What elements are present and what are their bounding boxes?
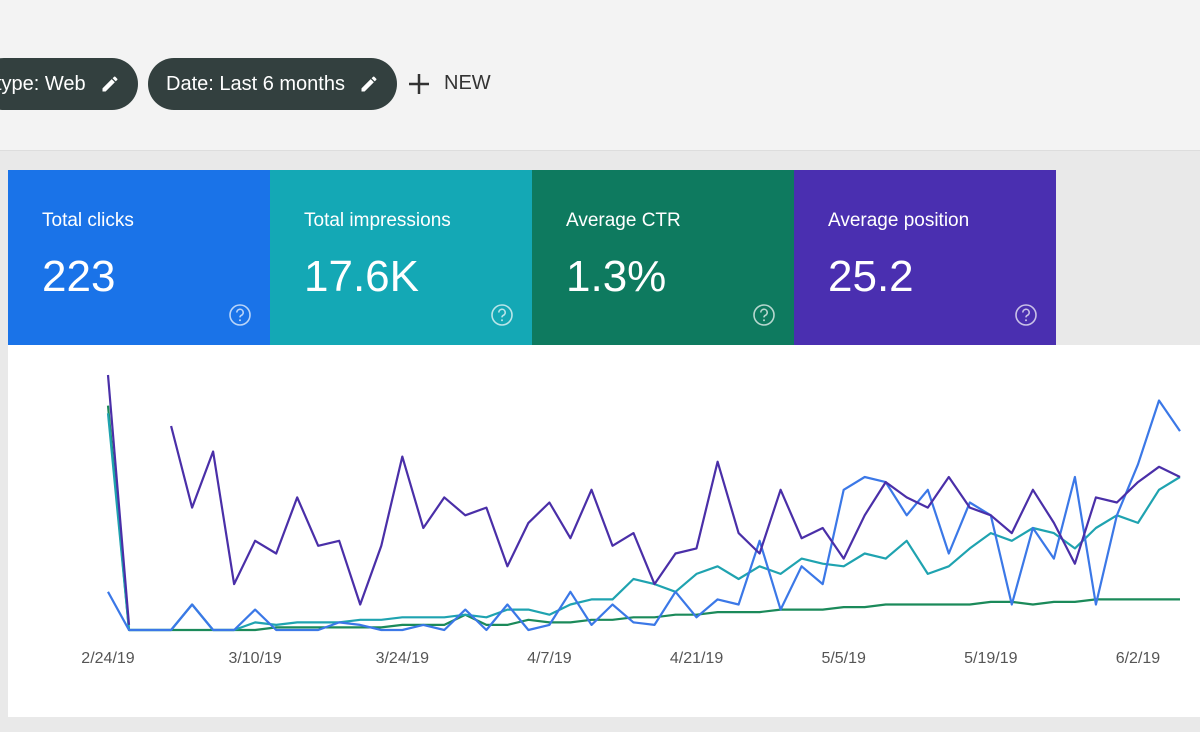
chart-panel: 2/24/19 3/10/19 3/24/19 4/7/19 4/21/19 5/5/19… — [8, 345, 1200, 717]
series-line — [106, 374, 1181, 625]
chart: 2/24/19 3/10/19 3/24/19 4/7/19 4/21/19 5/5/19… — [81, 374, 1181, 667]
metric-value: 25.2 — [828, 252, 914, 301]
metric-card[interactable]: Average CTR 1.3% — [532, 170, 794, 345]
series-line — [106, 405, 1180, 632]
new-label: NEW — [444, 72, 491, 94]
help-icon[interactable] — [228, 303, 252, 327]
metric-cards: Total clicks 223 Total impressions 17.6K Ave… — [8, 170, 1056, 345]
new-button[interactable]: NEW — [408, 72, 491, 95]
x-tick-label: 3/10/19 — [228, 650, 281, 667]
x-tick-label: 4/21/19 — [670, 650, 723, 667]
x-tick-label: 3/24/19 — [376, 650, 429, 667]
series-line — [106, 413, 1181, 632]
edit-icon — [361, 76, 377, 92]
x-tick-label: 5/19/19 — [964, 650, 1017, 667]
filter-label: type: Web — [0, 72, 86, 95]
x-tick-label: 6/2/19 — [1116, 650, 1161, 667]
filter-chip[interactable]: Date: Last 6 months — [148, 58, 397, 110]
metric-label: Total clicks — [42, 210, 134, 231]
x-tick-label: 4/7/19 — [527, 650, 572, 667]
filter-chip[interactable]: type: Web — [0, 58, 138, 110]
metric-card[interactable]: Average position 25.2 — [794, 170, 1056, 345]
metric-card[interactable]: Total impressions 17.6K — [270, 170, 532, 345]
metric-label: Average CTR — [566, 210, 681, 231]
plus-icon — [409, 73, 429, 94]
series-line — [107, 399, 1181, 632]
x-tick-label: 2/24/19 — [81, 650, 134, 667]
edit-icon — [102, 76, 118, 92]
help-icon[interactable] — [1014, 303, 1038, 327]
help-icon[interactable] — [490, 303, 514, 327]
metric-value: 1.3% — [566, 252, 667, 301]
metric-label: Average position — [828, 210, 970, 231]
help-icon[interactable] — [752, 303, 776, 327]
metric-value: 17.6K — [304, 252, 419, 301]
filter-label: Date: Last 6 months — [166, 72, 345, 95]
metric-value: 223 — [42, 252, 116, 301]
metric-label: Total impressions — [304, 210, 451, 231]
x-tick-label: 5/5/19 — [821, 650, 866, 667]
metric-card[interactable]: Total clicks 223 — [8, 170, 270, 345]
